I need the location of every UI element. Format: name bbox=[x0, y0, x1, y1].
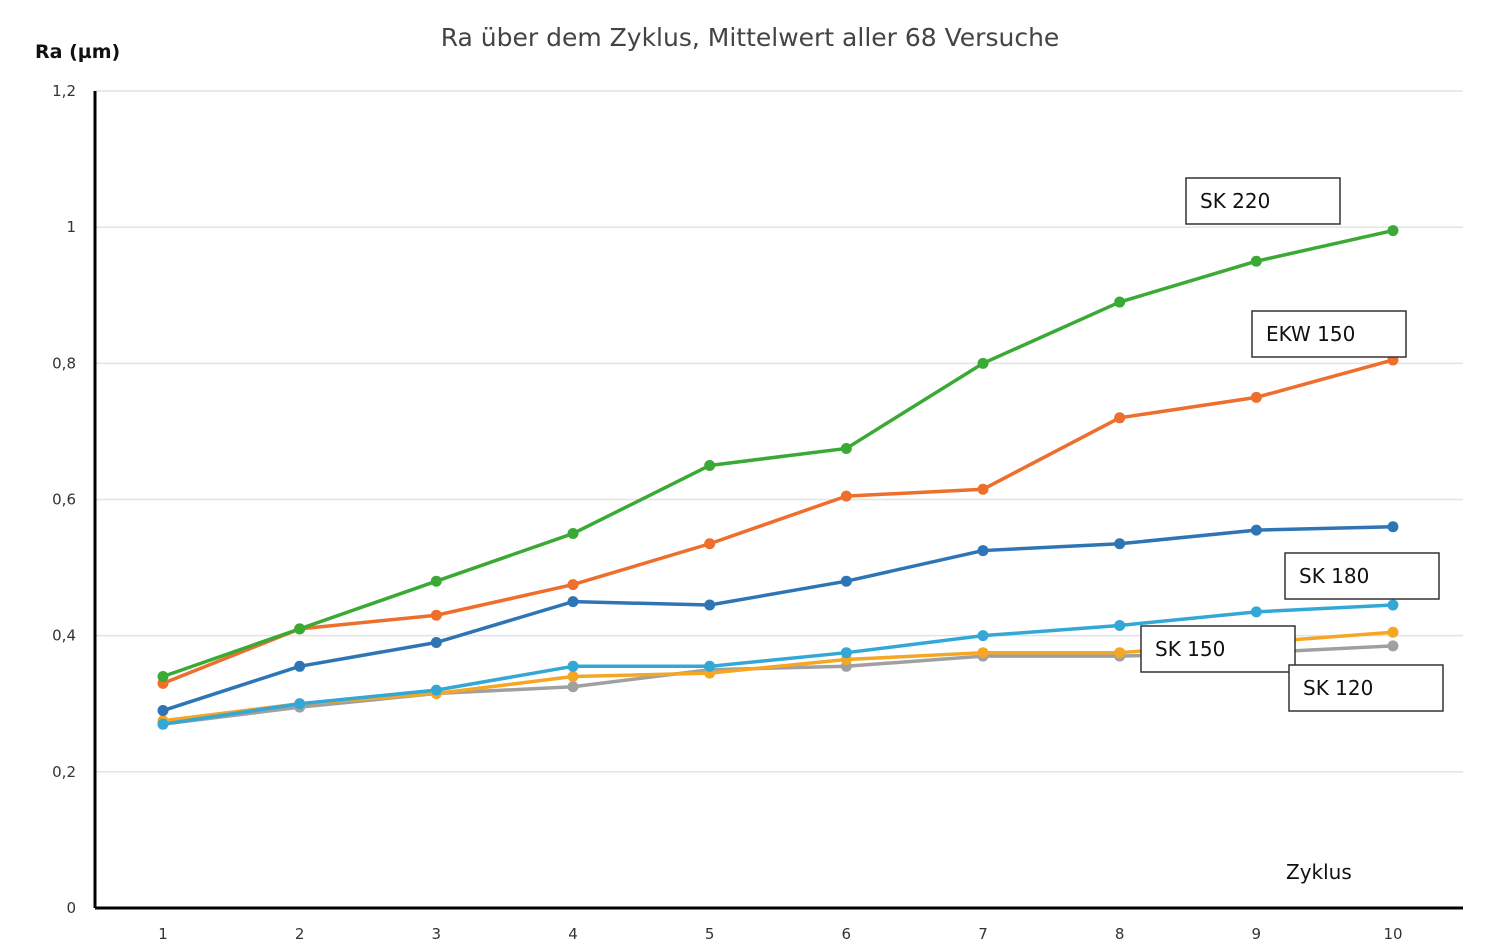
data-point bbox=[294, 698, 306, 710]
chart-title: Ra über dem Zyklus, Mittelwert aller 68 … bbox=[441, 23, 1060, 52]
x-tick-label: 1 bbox=[158, 925, 168, 943]
data-point bbox=[294, 660, 306, 672]
data-point bbox=[157, 705, 169, 717]
x-tick-label: 6 bbox=[842, 925, 852, 943]
y-tick-label: 0,4 bbox=[52, 627, 76, 645]
data-point bbox=[567, 528, 579, 540]
data-point bbox=[157, 718, 169, 730]
annotation-frame bbox=[1251, 310, 1407, 358]
annotation-box: SK 120 bbox=[1288, 664, 1444, 712]
data-point bbox=[430, 636, 442, 648]
data-point bbox=[1250, 606, 1262, 618]
annotation-box: SK 220 bbox=[1185, 177, 1341, 225]
data-point bbox=[1114, 647, 1126, 659]
x-tick-label: 2 bbox=[295, 925, 305, 943]
data-point bbox=[1114, 538, 1126, 550]
data-point bbox=[704, 599, 716, 611]
series-line bbox=[161, 358, 1395, 686]
y-tick-label: 1,2 bbox=[52, 82, 76, 100]
data-point bbox=[294, 623, 306, 635]
data-point bbox=[977, 545, 989, 557]
x-tick-labels: 1 2 3 4 5 6 7 8 9 10 bbox=[158, 925, 1402, 943]
data-point bbox=[1250, 391, 1262, 403]
annotation-label: SK 150 bbox=[1155, 637, 1225, 661]
data-point bbox=[1114, 412, 1126, 424]
annotation-box: SK 150 bbox=[1140, 625, 1296, 673]
data-point bbox=[1250, 524, 1262, 536]
data-point bbox=[1387, 599, 1399, 611]
data-point bbox=[977, 483, 989, 495]
data-point bbox=[977, 357, 989, 369]
annotation-label: SK 220 bbox=[1200, 189, 1270, 213]
x-tick-label: 8 bbox=[1115, 925, 1125, 943]
data-point bbox=[157, 671, 169, 683]
data-point bbox=[840, 490, 852, 502]
data-point bbox=[1114, 619, 1126, 631]
data-point bbox=[430, 575, 442, 587]
annotation-frame bbox=[1140, 625, 1296, 673]
data-point bbox=[977, 647, 989, 659]
annotation-box: SK 180 bbox=[1284, 552, 1440, 600]
annotation-frame bbox=[1185, 177, 1341, 225]
x-tick-label: 10 bbox=[1383, 925, 1402, 943]
x-tick-label: 9 bbox=[1252, 925, 1262, 943]
x-tick-label: 5 bbox=[705, 925, 715, 943]
series-line bbox=[161, 228, 1395, 679]
series-annotations: SK 220 EKW 150 SK 180 SK 150 SK 120 bbox=[1140, 177, 1444, 712]
x-tick-label: 4 bbox=[568, 925, 578, 943]
y-tick-label: 0,6 bbox=[52, 491, 76, 509]
data-point bbox=[840, 442, 852, 454]
annotation-label: EKW 150 bbox=[1266, 322, 1355, 346]
series-line bbox=[161, 524, 1395, 713]
data-point bbox=[567, 596, 579, 608]
data-point bbox=[567, 579, 579, 591]
series-0 bbox=[157, 225, 1399, 683]
y-tick-label: 0,2 bbox=[52, 763, 76, 781]
annotation-box: EKW 150 bbox=[1251, 310, 1407, 358]
annotation-label: SK 120 bbox=[1303, 676, 1373, 700]
data-point bbox=[1387, 225, 1399, 237]
series-line bbox=[161, 603, 1395, 726]
data-point bbox=[977, 630, 989, 642]
x-tick-label: 7 bbox=[978, 925, 988, 943]
x-axis-label: Zyklus bbox=[1286, 860, 1352, 884]
data-point bbox=[430, 684, 442, 696]
gridlines bbox=[95, 90, 1463, 773]
data-point bbox=[1387, 626, 1399, 638]
y-tick-label: 0,8 bbox=[52, 354, 76, 372]
data-point bbox=[567, 671, 579, 683]
data-point bbox=[704, 538, 716, 550]
annotation-label: SK 180 bbox=[1299, 564, 1369, 588]
y-tick-label: 1 bbox=[66, 218, 76, 236]
data-point bbox=[1387, 640, 1399, 652]
y-tick-label: 0 bbox=[66, 899, 76, 917]
data-point bbox=[1387, 521, 1399, 533]
y-tick-labels: 0 0,2 0,4 0,6 0,8 1 1,2 bbox=[52, 82, 76, 917]
data-point bbox=[567, 681, 579, 693]
annotation-frame bbox=[1288, 664, 1444, 712]
data-point bbox=[567, 660, 579, 672]
series-5 bbox=[157, 599, 1399, 730]
series-2 bbox=[157, 521, 1399, 717]
data-point bbox=[1114, 296, 1126, 308]
data-point bbox=[840, 575, 852, 587]
y-axis-label: Ra (µm) bbox=[35, 41, 120, 63]
data-point bbox=[704, 459, 716, 471]
data-point bbox=[1250, 255, 1262, 267]
data-point bbox=[430, 609, 442, 621]
x-tick-label: 3 bbox=[432, 925, 442, 943]
data-point bbox=[704, 660, 716, 672]
annotation-frame bbox=[1284, 552, 1440, 600]
data-point bbox=[840, 647, 852, 659]
